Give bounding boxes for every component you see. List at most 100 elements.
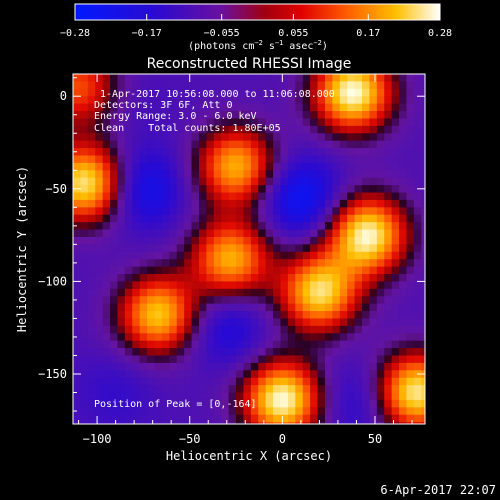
heatmap-cell <box>87 162 96 171</box>
heatmap-cell <box>191 177 200 186</box>
heatmap-cell <box>124 177 133 186</box>
heatmap-cell <box>169 74 178 82</box>
heatmap-cell <box>102 259 111 268</box>
x-axis: −100 −50 0 50 <box>78 74 413 446</box>
heatmap-cell <box>280 385 289 394</box>
heatmap-cell <box>147 244 156 253</box>
heatmap-cell <box>243 118 252 127</box>
heatmap-cell <box>265 214 274 223</box>
heatmap-cell <box>406 177 415 186</box>
heatmap-cell <box>258 111 267 119</box>
heatmap-cell <box>302 155 311 164</box>
heatmap-cell <box>302 192 311 201</box>
heatmap-cell <box>280 399 289 408</box>
heatmap-cell <box>324 111 333 119</box>
heatmap-cell <box>176 399 185 408</box>
heatmap-cell <box>228 288 237 297</box>
heatmap-cell <box>399 133 407 142</box>
heatmap-cell <box>265 377 274 386</box>
heatmap-cell <box>117 148 126 156</box>
heatmap-cell <box>95 162 104 171</box>
heatmap-cell <box>362 266 370 275</box>
heatmap-cell <box>317 96 326 105</box>
heatmap-cell <box>317 377 326 386</box>
heatmap-cell <box>354 236 363 245</box>
heatmap-cell <box>376 96 385 105</box>
heatmap-cell <box>176 274 185 282</box>
heatmap-cell <box>191 111 200 119</box>
heatmap-cell <box>310 274 319 282</box>
heatmap-cell <box>236 311 244 319</box>
heatmap-cell <box>310 74 319 82</box>
heatmap-cell <box>102 214 111 223</box>
heatmap-cell <box>139 288 148 297</box>
heatmap-cell <box>391 236 400 245</box>
heatmap-cell <box>161 325 170 334</box>
heatmap-cell <box>95 274 104 282</box>
heatmap-cell <box>399 207 407 216</box>
heatmap-cell <box>280 340 289 349</box>
heatmap-cell <box>117 103 126 112</box>
heatmap-cell <box>399 385 407 394</box>
heatmap-cell <box>80 125 89 134</box>
heatmap-cell <box>332 74 341 82</box>
heatmap-cell <box>87 296 96 305</box>
heatmap-cell <box>102 185 111 194</box>
heatmap-cell <box>273 244 281 253</box>
heatmap-cell <box>250 133 259 142</box>
heatmap-cell <box>250 281 259 290</box>
heatmap-cell <box>362 370 370 379</box>
heatmap-cell <box>376 281 385 290</box>
heatmap-cell <box>250 229 259 238</box>
heatmap-cell <box>132 222 141 231</box>
heatmap-cell <box>317 333 326 342</box>
heatmap-cell <box>273 229 281 238</box>
heatmap-cell <box>176 370 185 379</box>
heatmap-cell <box>191 355 200 364</box>
heatmap-cell <box>154 185 163 194</box>
heatmap-cell <box>421 407 425 416</box>
heatmap-cell <box>332 155 341 164</box>
heatmap-cell <box>295 162 304 171</box>
heatmap-cell <box>354 177 363 186</box>
heatmap-cell <box>243 296 252 305</box>
heatmap-cell <box>295 103 304 112</box>
heatmap-cell <box>243 392 252 401</box>
heatmap-cell <box>87 348 96 356</box>
heatmap-cell <box>406 259 415 268</box>
heatmap-cell <box>87 399 96 408</box>
heatmap-cell <box>243 407 252 416</box>
heatmap-cell <box>132 103 141 112</box>
heatmap-cell <box>198 125 207 134</box>
heatmap-cell <box>362 155 370 164</box>
heatmap-cell <box>362 162 370 171</box>
heatmap-cell <box>206 229 215 238</box>
heatmap-cell <box>80 88 89 97</box>
heatmap-cell <box>191 244 200 253</box>
heatmap-cell <box>176 318 185 327</box>
heatmap-cell <box>161 81 170 90</box>
heatmap-cell <box>324 185 333 194</box>
heatmap-cell <box>117 170 126 179</box>
heatmap-cell <box>339 385 348 394</box>
heatmap-cell <box>236 399 244 408</box>
heatmap-cell <box>243 236 252 245</box>
heatmap-cell <box>376 303 385 312</box>
heatmap-cell <box>221 222 230 231</box>
heatmap-cell <box>87 229 96 238</box>
heatmap-cell <box>250 422 259 424</box>
heatmap-cell <box>80 155 89 164</box>
heatmap-cell <box>384 74 393 82</box>
heatmap-cell <box>324 214 333 223</box>
heatmap-cell <box>258 259 267 268</box>
heatmap-cell <box>317 177 326 186</box>
heatmap-cell <box>265 399 274 408</box>
heatmap-cell <box>221 162 230 171</box>
heatmap-cell <box>399 414 407 423</box>
heatmap-cell <box>132 303 141 312</box>
heatmap-cell <box>258 251 267 260</box>
heatmap-cell <box>406 414 415 423</box>
heatmap-cell <box>421 118 425 127</box>
heatmap-cell <box>102 311 111 319</box>
heatmap-cell <box>169 296 178 305</box>
